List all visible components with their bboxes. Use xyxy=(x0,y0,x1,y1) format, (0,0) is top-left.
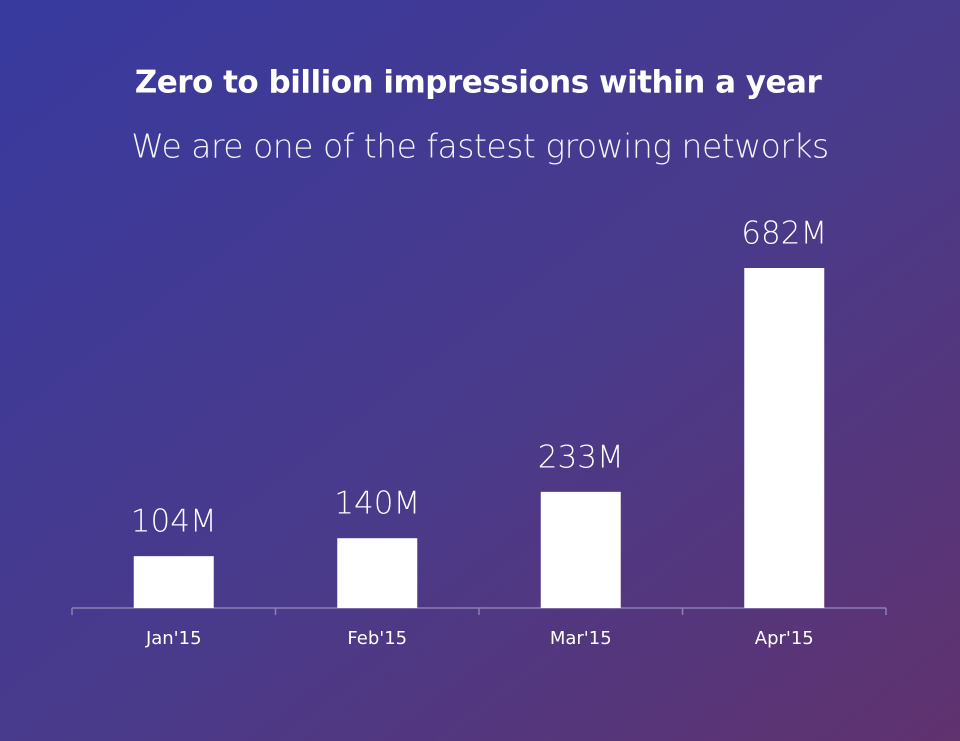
x-tick-label: Jan'15 xyxy=(145,628,202,649)
bar xyxy=(744,268,825,608)
x-tick-label: Apr'15 xyxy=(755,628,814,649)
x-tick-label: Mar'15 xyxy=(550,628,612,649)
x-tick-label: Feb'15 xyxy=(347,628,407,649)
value-label: 233M xyxy=(538,439,624,475)
value-label: 140M xyxy=(334,486,420,522)
chart-title: Zero to billion impressions within a yea… xyxy=(135,65,823,101)
value-label: 682M xyxy=(741,216,827,252)
chart-subtitle: We are one of the fastest growing networ… xyxy=(131,127,829,166)
value-label: 104M xyxy=(131,504,217,540)
bar xyxy=(540,491,621,608)
bar xyxy=(133,556,214,608)
bar xyxy=(337,538,418,608)
